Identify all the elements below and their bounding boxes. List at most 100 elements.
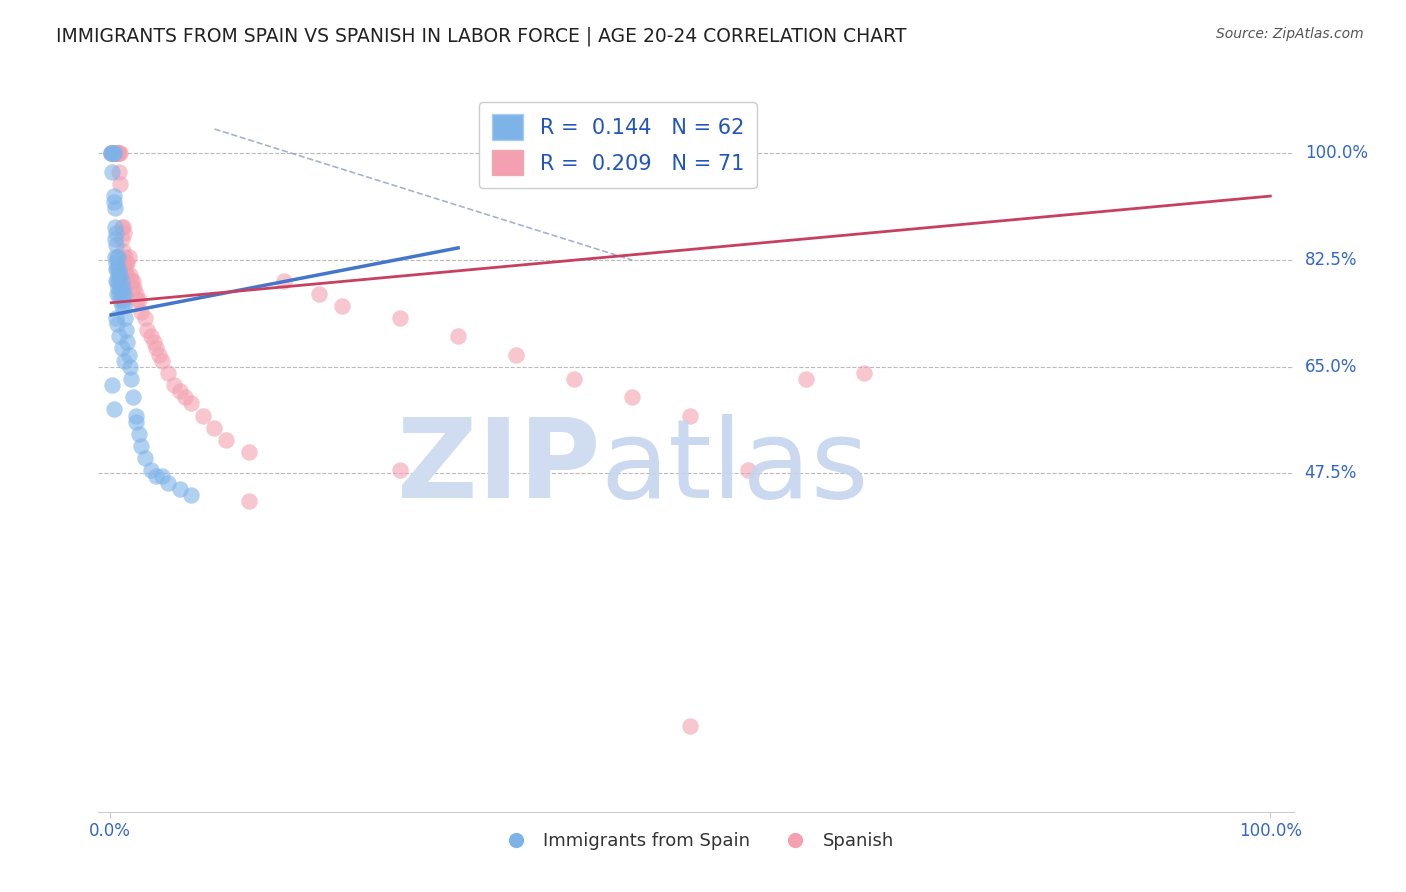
Point xyxy=(104,226,127,240)
Point xyxy=(105,286,128,301)
Point xyxy=(101,146,124,161)
Point xyxy=(125,293,148,307)
Point xyxy=(853,366,876,380)
Point xyxy=(204,421,226,435)
Point xyxy=(145,469,167,483)
Point xyxy=(110,177,132,191)
Point xyxy=(180,488,202,502)
Point xyxy=(111,342,134,356)
Point xyxy=(111,219,134,234)
Point xyxy=(105,262,128,277)
Point xyxy=(104,262,127,277)
Point xyxy=(139,463,162,477)
Point xyxy=(621,390,644,404)
Point xyxy=(114,311,136,326)
Point xyxy=(128,426,150,441)
Point xyxy=(112,286,135,301)
Point xyxy=(100,146,122,161)
Point xyxy=(143,335,166,350)
Point xyxy=(120,372,142,386)
Point xyxy=(108,286,131,301)
Point xyxy=(101,378,124,392)
Point xyxy=(105,317,128,331)
Text: IMMIGRANTS FROM SPAIN VS SPANISH IN LABOR FORCE | AGE 20-24 CORRELATION CHART: IMMIGRANTS FROM SPAIN VS SPANISH IN LABO… xyxy=(56,27,907,46)
Point xyxy=(104,250,127,264)
Point xyxy=(124,286,146,301)
Point xyxy=(794,372,817,386)
Point xyxy=(103,146,125,161)
Point xyxy=(111,244,134,258)
Point xyxy=(120,275,142,289)
Point xyxy=(112,353,135,368)
Point xyxy=(124,415,146,429)
Point xyxy=(103,146,125,161)
Point xyxy=(107,146,129,161)
Point xyxy=(145,342,167,356)
Point xyxy=(308,286,330,301)
Point xyxy=(118,359,141,374)
Point xyxy=(107,280,129,294)
Point xyxy=(103,195,125,210)
Point xyxy=(169,384,191,399)
Point xyxy=(104,311,127,326)
Point xyxy=(108,329,131,343)
Point xyxy=(273,275,295,289)
Point xyxy=(107,250,129,264)
Point xyxy=(389,463,412,477)
Point xyxy=(679,409,702,423)
Point xyxy=(111,293,134,307)
Point xyxy=(134,451,156,466)
Point xyxy=(111,286,134,301)
Point xyxy=(104,256,127,270)
Point xyxy=(121,280,143,294)
Point xyxy=(131,305,153,319)
Point xyxy=(111,275,134,289)
Point xyxy=(108,275,131,289)
Point xyxy=(110,280,132,294)
Point xyxy=(112,299,135,313)
Point xyxy=(114,250,136,264)
Point xyxy=(157,366,180,380)
Point xyxy=(330,299,353,313)
Point xyxy=(105,275,128,289)
Point xyxy=(117,256,139,270)
Point xyxy=(174,390,197,404)
Point xyxy=(105,250,128,264)
Text: 82.5%: 82.5% xyxy=(1305,251,1357,269)
Point xyxy=(107,268,129,283)
Point xyxy=(104,146,127,161)
Point xyxy=(104,146,127,161)
Point xyxy=(115,323,138,337)
Point xyxy=(101,165,124,179)
Point xyxy=(139,329,162,343)
Point xyxy=(117,250,139,264)
Point xyxy=(131,439,153,453)
Point xyxy=(103,402,125,417)
Text: Source: ZipAtlas.com: Source: ZipAtlas.com xyxy=(1216,27,1364,41)
Legend: Immigrants from Spain, Spanish: Immigrants from Spain, Spanish xyxy=(491,825,901,857)
Point xyxy=(505,348,527,362)
Point xyxy=(104,275,127,289)
Point xyxy=(111,280,134,294)
Point xyxy=(104,202,127,216)
Point xyxy=(136,323,159,337)
Point xyxy=(150,353,173,368)
Point xyxy=(191,409,214,423)
Text: 47.5%: 47.5% xyxy=(1305,465,1357,483)
Text: 65.0%: 65.0% xyxy=(1305,358,1357,376)
Point xyxy=(447,329,470,343)
Point xyxy=(104,146,127,161)
Point xyxy=(112,256,135,270)
Point xyxy=(238,445,260,459)
Point xyxy=(157,475,180,490)
Point xyxy=(100,146,122,161)
Point xyxy=(100,146,122,161)
Point xyxy=(389,311,412,326)
Point xyxy=(115,256,138,270)
Text: atlas: atlas xyxy=(600,415,869,522)
Point xyxy=(108,165,131,179)
Point xyxy=(101,146,124,161)
Point xyxy=(163,378,186,392)
Point xyxy=(110,146,132,161)
Point xyxy=(169,482,191,496)
